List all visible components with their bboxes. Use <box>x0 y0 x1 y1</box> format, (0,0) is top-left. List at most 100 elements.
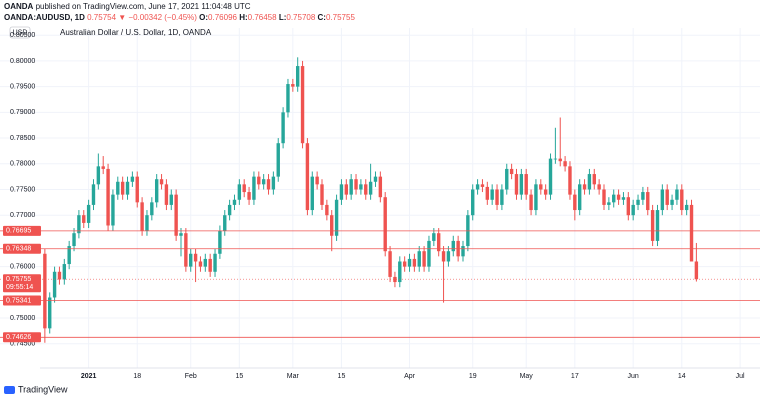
candle-body <box>660 189 665 211</box>
candle-body <box>441 251 446 262</box>
candle-body <box>422 251 426 267</box>
candle-body <box>480 184 485 187</box>
candle-body <box>407 258 412 267</box>
candle-body <box>300 66 305 144</box>
y-tick-label: 0.77000 <box>10 212 35 219</box>
candle-body <box>145 215 149 231</box>
candle-body <box>325 204 329 216</box>
candle-body <box>398 261 402 283</box>
y-tick-label: 0.80500 <box>10 32 35 39</box>
candle-body <box>641 192 645 200</box>
candle-body <box>213 253 217 272</box>
candle-body <box>271 176 276 190</box>
candle-body <box>514 174 519 195</box>
candle-body <box>558 158 562 162</box>
candle-body <box>650 210 655 241</box>
candle-body <box>291 84 295 87</box>
candle-body <box>62 264 67 280</box>
published: published on TradingView.com, June 17, 2… <box>36 2 251 11</box>
candle-body <box>106 168 110 226</box>
candle-body <box>505 168 509 190</box>
candle-body <box>417 251 421 267</box>
symbol-line: OANDA:AUDUSD, 1D 0.75754 ▼ −0.00342 (−0.… <box>4 13 355 22</box>
candle-body <box>193 253 198 262</box>
candle-body <box>621 197 626 200</box>
candle-body <box>373 176 378 182</box>
candle-body <box>602 189 606 205</box>
x-tick-label: 2021 <box>81 373 97 380</box>
h-label: H: <box>239 13 247 22</box>
x-tick-label: 17 <box>571 373 579 380</box>
candle-body <box>159 179 164 185</box>
candle-body <box>261 179 266 185</box>
candle-body <box>77 215 81 234</box>
last: 0.75754 <box>87 13 116 22</box>
candle-body <box>461 246 465 257</box>
candle-body <box>427 240 431 267</box>
y-tick-label: 0.76000 <box>10 263 35 270</box>
y-tick-label: 0.79000 <box>10 109 35 116</box>
y-tick-label: 0.80000 <box>10 58 35 65</box>
candle-body <box>534 184 538 211</box>
candle-body <box>568 166 572 195</box>
candle-body <box>295 66 300 87</box>
candle-body <box>670 199 674 205</box>
candle-body <box>694 261 699 280</box>
currency: USD <box>13 29 28 36</box>
candle-body <box>72 233 76 247</box>
candle-body <box>587 174 592 190</box>
l-label: L: <box>279 13 287 22</box>
x-tick-label: Jul <box>736 373 745 380</box>
candle-body <box>378 176 383 198</box>
candle-body <box>500 189 504 205</box>
h: 0.76458 <box>248 13 277 22</box>
candle-body <box>140 202 144 231</box>
candle-body <box>116 181 120 195</box>
candle-body <box>48 297 52 329</box>
price-line-box <box>3 243 41 254</box>
o-label: O: <box>199 13 208 22</box>
candle-body <box>179 233 183 236</box>
candle-body <box>509 168 514 175</box>
candle-body <box>120 181 125 195</box>
candle-body <box>432 233 436 241</box>
x-tick-label: Jun <box>628 373 639 380</box>
candle-body <box>364 184 368 195</box>
candle-body <box>577 184 582 211</box>
y-tick-label: 0.78500 <box>10 135 35 142</box>
candle-body <box>680 189 684 211</box>
candle-body <box>485 186 490 200</box>
price-line-label: 0.75341 <box>6 297 31 304</box>
candle-body <box>198 261 203 267</box>
countdown: 09:55:14 <box>6 284 33 291</box>
candle-body <box>232 199 237 205</box>
candle-body <box>164 184 169 205</box>
header-line: OANDA published on TradingView.com, June… <box>4 2 251 11</box>
candle-body <box>495 189 499 205</box>
x-tick-label: Apr <box>404 373 416 380</box>
x-tick-label: Feb <box>185 373 197 380</box>
y-tick-label: 0.77500 <box>10 186 35 193</box>
candle-body <box>247 192 251 200</box>
candle-body <box>208 258 212 272</box>
candle-body <box>252 176 256 200</box>
candle-body <box>320 184 324 205</box>
currency-box <box>9 26 31 39</box>
candle-body <box>548 158 553 195</box>
candle-body <box>101 166 105 169</box>
candle-body <box>529 194 533 211</box>
candle-body <box>305 143 310 211</box>
candle-body <box>43 253 47 329</box>
symbol: OANDA:AUDUSD, 1D <box>4 13 85 22</box>
candle-body <box>446 251 451 262</box>
candle-body <box>150 202 154 216</box>
candle-body <box>257 176 261 185</box>
x-tick-label: May <box>520 373 534 380</box>
publisher: OANDA <box>4 2 34 11</box>
candle-body <box>563 161 567 167</box>
candle-body <box>646 192 650 211</box>
candle-body <box>631 204 635 216</box>
candle-body <box>169 194 173 205</box>
candle-body <box>626 197 631 216</box>
